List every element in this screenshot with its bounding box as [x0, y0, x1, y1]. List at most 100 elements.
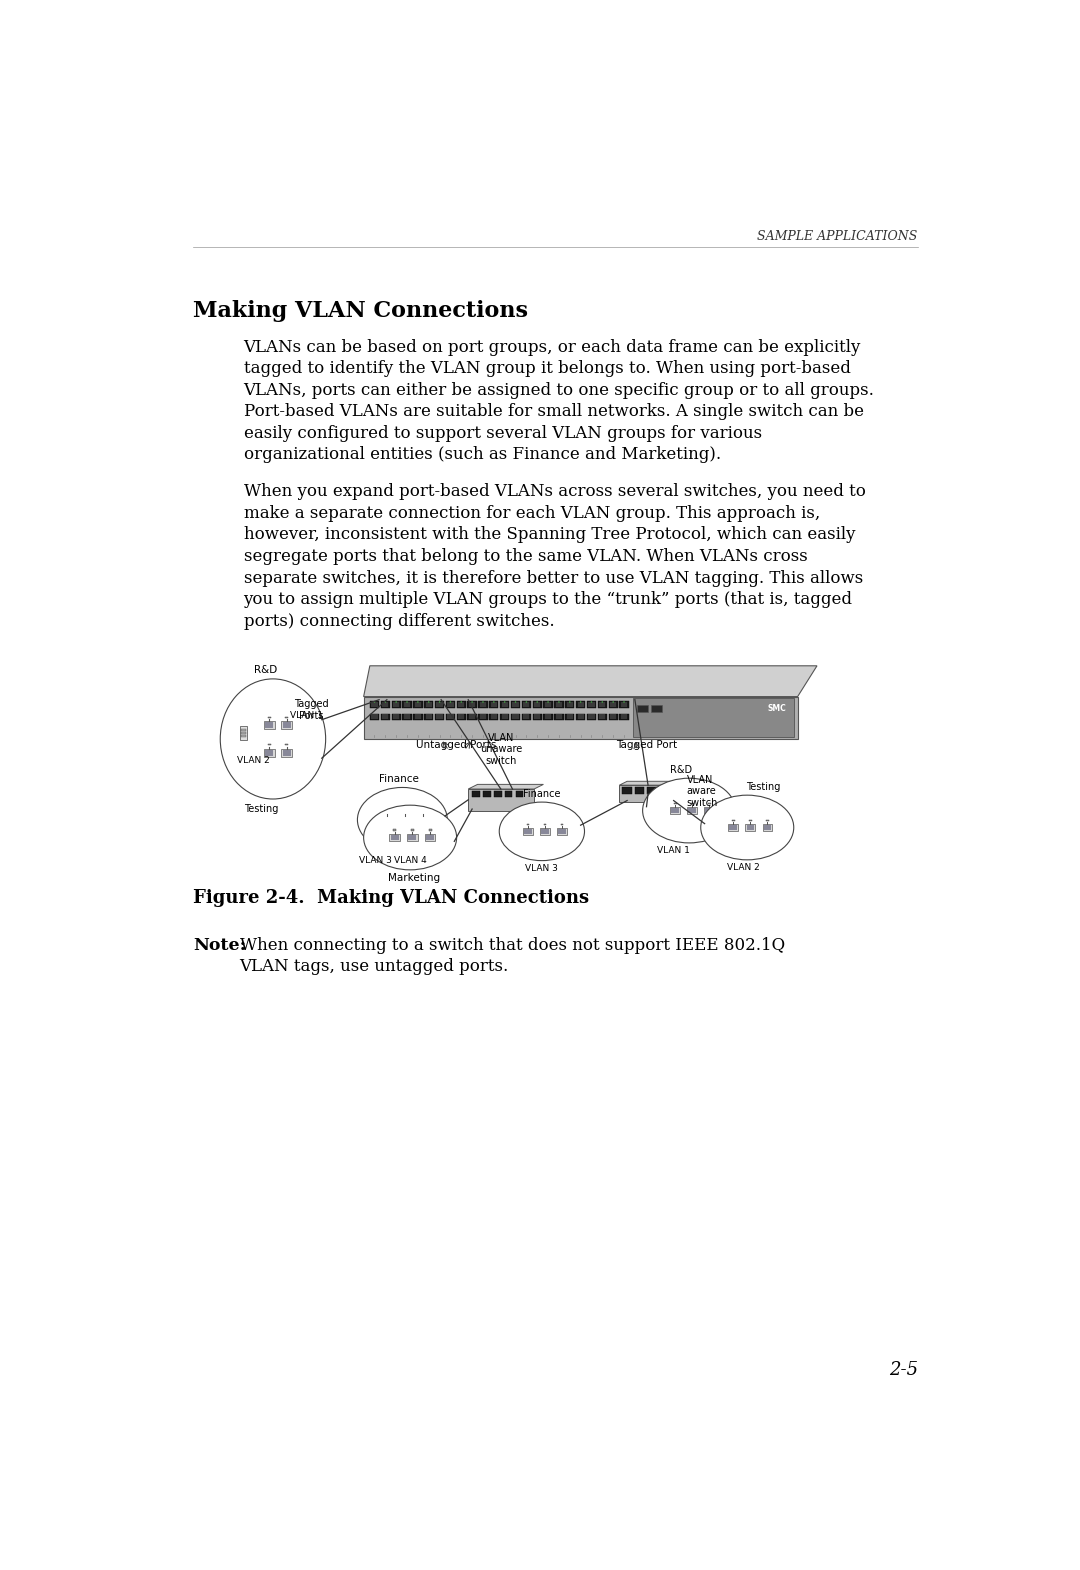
Bar [424, 702, 433, 708]
Bar [483, 791, 490, 796]
Bar [622, 788, 632, 794]
Text: VLANs can be based on port groups, or each data frame can be explicitly: VLANs can be based on port groups, or ea… [243, 339, 861, 355]
Bar [393, 702, 400, 706]
Bar [556, 714, 562, 719]
Ellipse shape [643, 779, 735, 843]
Bar [558, 829, 566, 834]
Bar [427, 835, 434, 840]
Bar [524, 829, 531, 834]
Bar [401, 818, 408, 823]
Ellipse shape [357, 788, 447, 853]
Polygon shape [619, 782, 685, 785]
Bar [265, 722, 273, 728]
Bar [619, 702, 629, 708]
Ellipse shape [220, 678, 326, 799]
Bar [435, 713, 444, 721]
Bar [621, 714, 627, 719]
Bar [687, 807, 697, 813]
Text: VLAN 3: VLAN 3 [359, 856, 392, 865]
Bar [392, 713, 401, 721]
Text: 2-5: 2-5 [889, 1361, 918, 1380]
Bar [436, 702, 443, 706]
Bar [545, 714, 551, 719]
Bar [633, 699, 794, 738]
Bar [457, 713, 465, 721]
Bar [469, 702, 475, 706]
Bar [489, 713, 499, 721]
Bar [415, 702, 421, 706]
Bar [415, 714, 421, 719]
Bar [541, 829, 549, 834]
Bar [414, 702, 422, 708]
Bar [382, 714, 389, 719]
Text: Testing: Testing [244, 804, 279, 813]
Bar [414, 713, 422, 721]
Bar [446, 713, 455, 721]
Text: SMC: SMC [767, 705, 786, 713]
Bar [704, 807, 714, 813]
Text: VLAN 1: VLAN 1 [291, 711, 323, 721]
Bar [565, 702, 575, 708]
Bar [511, 702, 521, 708]
Bar [729, 826, 738, 831]
Bar [490, 702, 497, 706]
Text: you to assign multiple VLAN groups to the “trunk” ports (that is, tagged: you to assign multiple VLAN groups to th… [243, 592, 852, 608]
Text: VLAN 3: VLAN 3 [526, 864, 558, 873]
Bar [512, 702, 518, 706]
Bar [762, 824, 772, 831]
Bar [671, 807, 680, 813]
Text: R&D: R&D [254, 666, 276, 675]
Bar [400, 816, 409, 823]
Text: Note:: Note: [193, 937, 246, 955]
Bar [599, 714, 606, 719]
Bar [515, 791, 524, 796]
Ellipse shape [499, 802, 584, 860]
Bar [417, 816, 428, 823]
Bar [426, 834, 435, 842]
Bar [490, 714, 497, 719]
Bar [381, 816, 392, 823]
Ellipse shape [364, 805, 457, 870]
Polygon shape [469, 785, 543, 790]
Bar [535, 714, 540, 719]
Text: Making VLAN Connections: Making VLAN Connections [193, 300, 528, 322]
Bar [404, 714, 410, 719]
Bar [241, 735, 246, 738]
Bar [369, 713, 379, 721]
Bar [532, 702, 542, 708]
Text: Finance: Finance [523, 790, 561, 799]
Bar [523, 827, 532, 835]
Bar [511, 713, 521, 721]
Bar [589, 702, 595, 706]
Bar [369, 702, 379, 708]
Text: When connecting to a switch that does not support IEEE 802.1Q: When connecting to a switch that does no… [240, 937, 785, 955]
Bar [545, 702, 551, 706]
Bar [393, 714, 400, 719]
Bar [512, 714, 518, 719]
Bar [469, 790, 535, 810]
Bar [380, 713, 390, 721]
Bar [532, 713, 542, 721]
Bar [597, 702, 607, 708]
Bar [554, 702, 564, 708]
Text: VLANs, ports can either be assigned to one specific group or to all groups.: VLANs, ports can either be assigned to o… [243, 382, 875, 399]
Bar [554, 713, 564, 721]
Bar [418, 818, 427, 823]
Bar [543, 713, 553, 721]
Text: segregate ports that belong to the same VLAN. When VLANs cross: segregate ports that belong to the same … [243, 548, 807, 565]
Text: Tagged Port: Tagged Port [616, 741, 677, 750]
Bar [494, 791, 501, 796]
Bar [446, 702, 455, 708]
Bar [504, 791, 512, 796]
Bar [408, 835, 417, 840]
Bar [282, 721, 293, 728]
Bar [651, 705, 662, 713]
Bar [535, 702, 540, 706]
Bar [435, 702, 444, 708]
Bar [621, 702, 627, 706]
Bar [382, 818, 391, 823]
Ellipse shape [701, 794, 794, 860]
Text: VLAN 4: VLAN 4 [394, 856, 427, 865]
Bar [635, 788, 644, 794]
Polygon shape [364, 666, 816, 697]
